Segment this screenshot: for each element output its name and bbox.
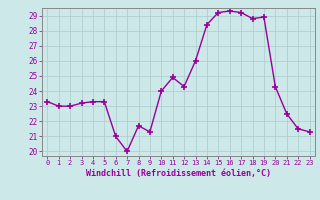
X-axis label: Windchill (Refroidissement éolien,°C): Windchill (Refroidissement éolien,°C) — [86, 169, 271, 178]
